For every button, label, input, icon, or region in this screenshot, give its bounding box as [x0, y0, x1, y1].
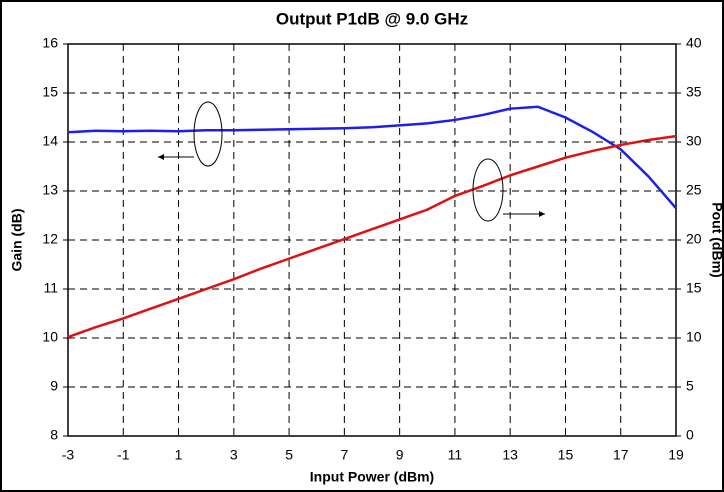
- y2-tick-label: 20: [686, 231, 702, 247]
- y-tick-label: 14: [42, 133, 58, 149]
- y-tick-label: 9: [50, 378, 58, 394]
- y-tick-label: 11: [43, 280, 58, 296]
- y2-tick-label: 25: [686, 182, 702, 198]
- arrow-head: [539, 211, 545, 217]
- y-axis-label: Gain (dB): [9, 209, 25, 272]
- chart-title: Output P1dB @ 9.0 GHz: [276, 9, 468, 28]
- y2-axis-label: Pout (dBm): [709, 202, 724, 277]
- arrow-head: [158, 154, 164, 160]
- x-tick-label: 13: [502, 447, 518, 463]
- x-tick-label: 3: [230, 447, 238, 463]
- y-tick-label: 8: [50, 427, 58, 443]
- y-tick-label: 12: [42, 231, 58, 247]
- x-tick-label: 17: [613, 447, 629, 463]
- y-tick-label: 13: [42, 182, 58, 198]
- annotation-ellipse: [472, 158, 504, 222]
- x-tick-label: 11: [448, 447, 463, 463]
- x-tick-label: -3: [62, 447, 75, 463]
- x-tick-label: 5: [285, 447, 293, 463]
- plot-frame: [67, 43, 677, 437]
- y-tick-label: 10: [42, 329, 58, 345]
- x-tick-label: -1: [117, 447, 130, 463]
- y2-tick-label: 35: [686, 84, 702, 100]
- y2-tick-label: 30: [686, 133, 702, 149]
- y-tick-label: 16: [42, 35, 58, 51]
- x-tick-label: 9: [396, 447, 404, 463]
- y2-tick-label: 5: [686, 378, 694, 394]
- x-tick-label: 19: [668, 447, 684, 463]
- series-line: [67, 105, 677, 209]
- plot: -3 -1 1 3 5 7 9 11 13 15 17 19891011121314151605101…: [42, 35, 701, 463]
- annotation-ellipse: [193, 101, 223, 167]
- y2-tick-label: 0: [686, 427, 694, 443]
- x-tick-label: 15: [558, 447, 574, 463]
- series-line: [67, 134, 677, 339]
- x-tick-label: 1: [175, 447, 183, 463]
- x-tick-label: 7: [340, 447, 348, 463]
- y2-tick-label: 15: [686, 280, 702, 296]
- y2-tick-label: 40: [686, 35, 702, 51]
- y-tick-label: 15: [42, 84, 58, 100]
- x-axis-label: Input Power (dBm): [310, 469, 434, 485]
- y2-tick-label: 10: [686, 329, 702, 345]
